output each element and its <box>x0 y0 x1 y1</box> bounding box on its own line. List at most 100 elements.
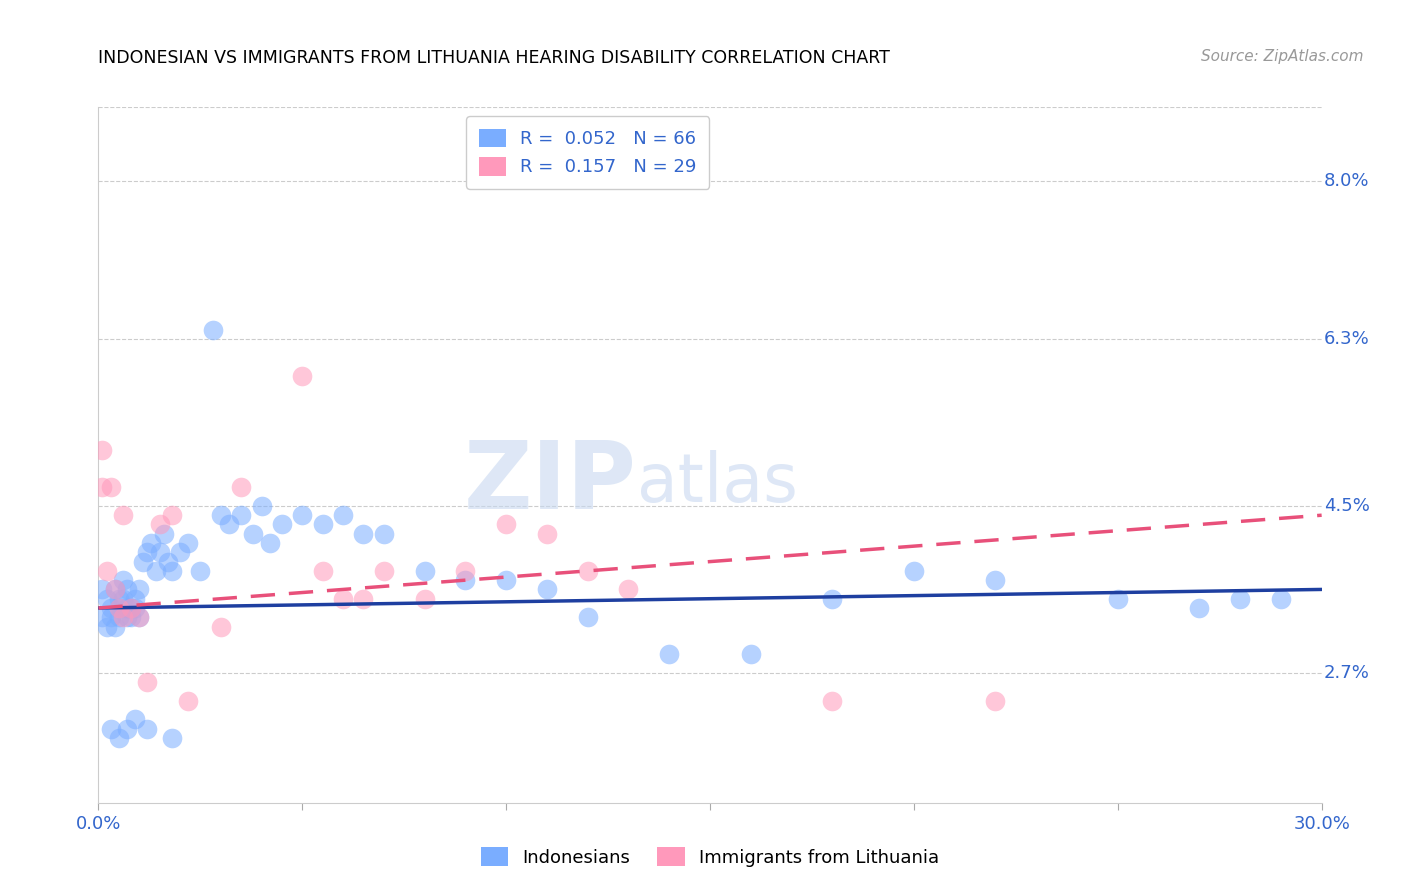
Point <box>903 564 925 578</box>
Point <box>115 722 138 736</box>
Point <box>128 610 150 624</box>
Point <box>576 564 599 578</box>
Point <box>1229 591 1251 606</box>
Point <box>160 508 183 523</box>
Point <box>454 573 477 587</box>
Point <box>128 582 150 597</box>
Point <box>658 648 681 662</box>
Point <box>108 591 131 606</box>
Point <box>1270 591 1292 606</box>
Point <box>231 508 253 523</box>
Point <box>96 564 118 578</box>
Point <box>108 610 131 624</box>
Point <box>120 601 142 615</box>
Point <box>100 480 122 494</box>
Point <box>136 545 159 559</box>
Point <box>141 536 163 550</box>
Point <box>413 591 436 606</box>
Point <box>91 480 114 494</box>
Point <box>128 610 150 624</box>
Point <box>124 712 146 726</box>
Point <box>115 601 138 615</box>
Text: 4.5%: 4.5% <box>1324 497 1369 515</box>
Point <box>984 694 1007 708</box>
Point <box>270 517 294 532</box>
Point <box>177 536 200 550</box>
Point <box>242 526 264 541</box>
Point <box>576 610 599 624</box>
Point <box>156 555 179 569</box>
Point <box>495 517 517 532</box>
Point <box>1107 591 1129 606</box>
Point <box>124 601 146 615</box>
Point <box>104 619 127 633</box>
Point <box>332 508 354 523</box>
Point <box>111 508 134 523</box>
Text: 2.7%: 2.7% <box>1324 664 1369 681</box>
Point <box>352 591 374 606</box>
Point <box>111 591 134 606</box>
Point <box>91 582 114 597</box>
Point <box>120 601 142 615</box>
Point <box>169 545 191 559</box>
Point <box>209 508 232 523</box>
Point <box>104 582 127 597</box>
Point <box>821 694 844 708</box>
Point <box>740 648 762 662</box>
Point <box>115 582 138 597</box>
Text: 6.3%: 6.3% <box>1324 330 1369 348</box>
Point <box>312 517 335 532</box>
Point <box>188 564 212 578</box>
Point <box>100 610 122 624</box>
Point <box>100 601 122 615</box>
Point <box>108 601 131 615</box>
Point <box>160 564 183 578</box>
Point <box>149 517 172 532</box>
Point <box>149 545 172 559</box>
Point <box>231 480 253 494</box>
Point <box>413 564 436 578</box>
Point <box>132 555 155 569</box>
Point <box>250 499 273 513</box>
Legend: Indonesians, Immigrants from Lithuania: Indonesians, Immigrants from Lithuania <box>474 840 946 874</box>
Point <box>332 591 354 606</box>
Point <box>108 601 131 615</box>
Point <box>104 582 127 597</box>
Point <box>352 526 374 541</box>
Point <box>136 722 159 736</box>
Point <box>536 582 558 597</box>
Text: 8.0%: 8.0% <box>1324 172 1369 190</box>
Point <box>177 694 200 708</box>
Point <box>124 591 146 606</box>
Point <box>201 323 224 337</box>
Point <box>495 573 517 587</box>
Text: INDONESIAN VS IMMIGRANTS FROM LITHUANIA HEARING DISABILITY CORRELATION CHART: INDONESIAN VS IMMIGRANTS FROM LITHUANIA … <box>98 49 890 67</box>
Point <box>136 675 159 690</box>
Point <box>145 564 167 578</box>
Text: atlas: atlas <box>637 450 797 516</box>
Point <box>1188 601 1211 615</box>
Point <box>536 526 558 541</box>
Point <box>218 517 240 532</box>
Point <box>373 564 395 578</box>
Point <box>984 573 1007 587</box>
Point <box>96 591 118 606</box>
Point <box>111 610 134 624</box>
Point <box>373 526 395 541</box>
Text: Source: ZipAtlas.com: Source: ZipAtlas.com <box>1201 49 1364 64</box>
Point <box>115 610 138 624</box>
Point <box>108 731 131 745</box>
Point <box>120 610 142 624</box>
Point <box>111 573 134 587</box>
Point <box>91 443 114 458</box>
Point <box>152 526 174 541</box>
Point <box>96 619 118 633</box>
Point <box>100 722 122 736</box>
Point <box>209 619 232 633</box>
Point <box>291 369 314 384</box>
Text: ZIP: ZIP <box>464 437 637 529</box>
Point <box>312 564 335 578</box>
Point <box>91 610 114 624</box>
Point <box>454 564 477 578</box>
Point <box>160 731 183 745</box>
